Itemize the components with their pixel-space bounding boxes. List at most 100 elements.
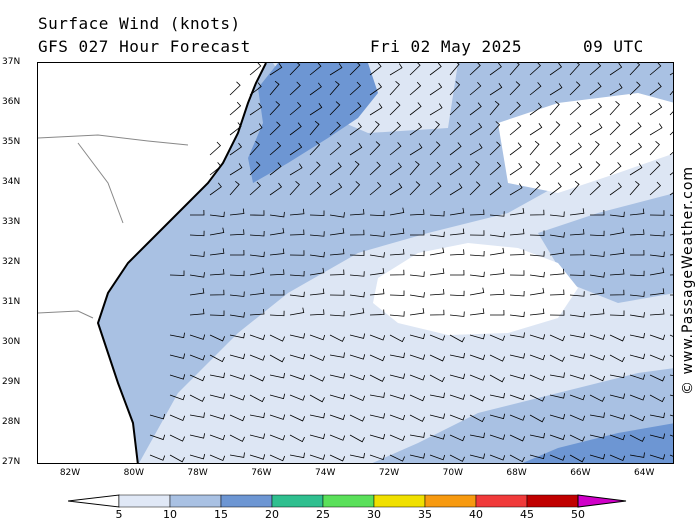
wind-barb bbox=[469, 271, 485, 278]
wind-barb bbox=[289, 414, 306, 422]
wind-barb bbox=[529, 251, 545, 257]
forecast-date: Fri 02 May 2025 bbox=[370, 37, 522, 56]
wind-barb bbox=[569, 63, 580, 76]
wind-barb bbox=[649, 334, 666, 341]
wind-barb bbox=[389, 373, 406, 379]
longitude-label: 74W bbox=[315, 468, 336, 478]
legend-label: 10 bbox=[163, 508, 177, 521]
wind-barb bbox=[649, 63, 662, 76]
wind-barb bbox=[509, 63, 520, 76]
longitude-label: 82W bbox=[59, 468, 81, 478]
wind-barb bbox=[349, 354, 366, 360]
wind-barb bbox=[509, 373, 526, 380]
wind-barb bbox=[389, 394, 406, 400]
wind-barb bbox=[489, 247, 505, 256]
wind-barb bbox=[569, 229, 585, 236]
wind-barb bbox=[329, 334, 345, 342]
wind-barb bbox=[369, 354, 386, 362]
wind-barb bbox=[409, 63, 421, 76]
wind-barb bbox=[509, 434, 526, 442]
wind-barb bbox=[629, 180, 640, 196]
wind-barb bbox=[249, 63, 262, 76]
wind-barb bbox=[449, 121, 462, 136]
wind-barb bbox=[169, 332, 185, 339]
wind-barb bbox=[569, 332, 585, 339]
wind-barb bbox=[409, 333, 426, 340]
longitude-label: 72W bbox=[378, 468, 400, 478]
wind-barb bbox=[509, 122, 522, 136]
wind-barb bbox=[269, 182, 283, 196]
wind-barb bbox=[309, 103, 323, 116]
wind-barb bbox=[369, 309, 385, 316]
wind-barb bbox=[649, 288, 665, 296]
wind-barb bbox=[589, 251, 605, 257]
wind-barb bbox=[509, 270, 525, 276]
wind-barb bbox=[549, 413, 566, 420]
latitude-label: 32N bbox=[2, 257, 21, 267]
wind-barb bbox=[429, 374, 445, 383]
wind-barb bbox=[529, 334, 546, 340]
wind-barb bbox=[229, 142, 243, 156]
wind-barb bbox=[449, 334, 465, 343]
wind-barb bbox=[329, 373, 346, 379]
wind-barb bbox=[309, 334, 326, 341]
wind-barb bbox=[269, 393, 286, 400]
wind-barb bbox=[169, 374, 186, 380]
wind-barb bbox=[189, 453, 206, 460]
wind-barb bbox=[389, 63, 403, 76]
wind-barb bbox=[549, 289, 565, 296]
wind-barb bbox=[329, 101, 341, 116]
wind-barb bbox=[309, 309, 325, 316]
wind-barb bbox=[309, 63, 322, 76]
wind-barb bbox=[389, 290, 405, 296]
wind-barb bbox=[229, 414, 246, 422]
website-credit: © www.PassageWeather.com bbox=[680, 165, 696, 395]
wind-barb bbox=[249, 267, 265, 276]
wind-barb bbox=[309, 412, 325, 419]
wind-barb bbox=[469, 354, 486, 361]
wind-barb bbox=[569, 163, 583, 176]
wind-barb bbox=[349, 160, 360, 176]
wind-barb bbox=[429, 309, 445, 316]
wind-barb bbox=[209, 414, 226, 420]
wind-barb bbox=[449, 183, 463, 196]
wind-barb bbox=[549, 268, 565, 276]
wind-barb bbox=[309, 454, 326, 460]
wind-barb bbox=[449, 414, 466, 421]
wind-barb bbox=[309, 267, 325, 276]
wind-barb bbox=[249, 288, 265, 296]
wind-barb bbox=[429, 413, 446, 419]
wind-barb bbox=[489, 392, 505, 399]
wind-barb bbox=[509, 290, 525, 297]
wind-barb bbox=[489, 121, 501, 136]
wind-barb bbox=[329, 434, 346, 441]
wind-barb bbox=[569, 434, 586, 442]
wind-barb bbox=[629, 63, 641, 76]
wind-barb bbox=[509, 454, 525, 463]
wind-barb bbox=[609, 227, 625, 236]
wind-barb bbox=[189, 230, 205, 237]
legend-swatch bbox=[373, 494, 426, 508]
wind-barb bbox=[509, 162, 523, 176]
wind-barb bbox=[229, 180, 240, 196]
wind-barb bbox=[329, 162, 342, 176]
wind-barb bbox=[509, 142, 522, 156]
wind-barb bbox=[209, 162, 222, 176]
wind-barb bbox=[149, 434, 166, 441]
wind-barb bbox=[649, 210, 665, 216]
wind-barb bbox=[169, 394, 186, 401]
longitude-label: 78W bbox=[187, 468, 208, 478]
wind-barb bbox=[249, 374, 266, 382]
wind-barb bbox=[629, 142, 643, 156]
legend-label: 30 bbox=[367, 508, 381, 521]
wind-barb bbox=[189, 334, 206, 340]
wind-barb bbox=[609, 434, 626, 441]
wind-barb bbox=[409, 209, 425, 216]
wind-barb bbox=[269, 248, 285, 256]
wind-barb bbox=[309, 181, 322, 196]
wind-barb bbox=[329, 310, 345, 317]
map-title: Surface Wind (knots) bbox=[38, 14, 241, 33]
wind-barb bbox=[309, 374, 326, 382]
wind-barb bbox=[429, 268, 445, 276]
wind-barb bbox=[369, 413, 386, 419]
